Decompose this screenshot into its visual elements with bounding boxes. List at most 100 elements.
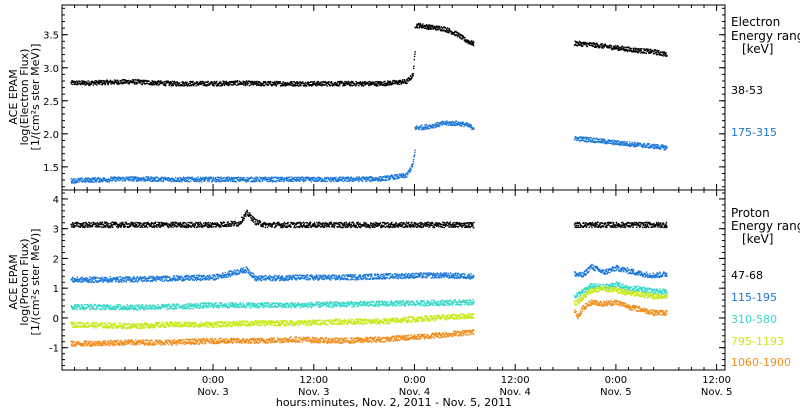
electron-point <box>126 80 128 83</box>
electron-point <box>310 81 312 83</box>
proton-point <box>199 225 202 227</box>
electron-point <box>263 176 266 179</box>
electron-point <box>317 176 319 179</box>
proton-point <box>255 219 257 221</box>
electron-point <box>315 83 317 85</box>
electron-point <box>99 83 101 85</box>
electron-point <box>404 174 407 176</box>
electron-point <box>439 26 441 28</box>
proton-point <box>234 220 236 223</box>
electron-point <box>429 26 431 29</box>
proton-point <box>440 225 442 228</box>
electron-point <box>408 169 411 171</box>
electron-point <box>302 176 304 179</box>
electron-point <box>434 124 436 127</box>
proton-point <box>381 224 383 227</box>
electron-point <box>419 22 421 25</box>
electron-point <box>101 179 103 182</box>
electron-point <box>103 177 106 179</box>
proton-point <box>344 224 347 226</box>
proton-point <box>432 225 434 227</box>
electron-point <box>129 178 132 180</box>
proton-point <box>405 223 407 226</box>
proton-point <box>247 211 249 214</box>
proton-point <box>154 225 156 227</box>
electron-point <box>654 143 656 146</box>
electron-point <box>444 122 446 125</box>
electron-point <box>281 85 283 87</box>
proton-point <box>413 225 415 228</box>
electron-point <box>303 82 305 85</box>
proton-point <box>277 223 279 226</box>
electron-point <box>624 50 626 52</box>
electron-point <box>198 179 201 181</box>
proton-ytick-label: 4 <box>53 195 59 206</box>
proton-point <box>184 226 186 228</box>
electron-point <box>358 180 360 183</box>
proton-point <box>104 222 106 224</box>
electron-point <box>380 178 382 181</box>
electron-point <box>328 81 330 83</box>
electron-point <box>630 49 632 52</box>
proton-point <box>302 225 304 228</box>
electron-point <box>471 41 474 44</box>
proton-point <box>132 225 134 227</box>
electron-point <box>435 126 438 128</box>
proton-point <box>230 225 233 227</box>
electron-point <box>335 84 338 87</box>
electron-point <box>203 178 205 180</box>
electron-point <box>618 143 620 145</box>
electron-point <box>282 178 284 180</box>
electron-point <box>585 140 587 143</box>
electron-point <box>213 83 215 85</box>
electron-point <box>418 24 420 26</box>
proton-point <box>319 222 321 225</box>
proton-point <box>456 223 458 225</box>
proton-point <box>427 221 430 223</box>
electron-point <box>465 41 467 43</box>
electron-point <box>431 127 434 129</box>
electron-point <box>659 52 661 54</box>
proton-point <box>327 223 329 226</box>
electron-point <box>186 85 189 87</box>
electron-point <box>332 177 334 179</box>
electron-point <box>255 180 257 182</box>
electron-point <box>227 180 229 182</box>
electron-point <box>423 127 426 129</box>
proton-point <box>342 226 344 229</box>
electron-point <box>199 176 202 179</box>
proton-point <box>151 222 154 225</box>
proton-point <box>81 223 84 226</box>
electron-point <box>119 176 121 179</box>
electron-point <box>368 81 370 83</box>
electron-point <box>344 84 346 86</box>
proton-point <box>350 226 353 228</box>
electron-point <box>224 179 226 182</box>
proton-point <box>404 222 406 225</box>
proton-point <box>264 226 266 229</box>
proton-point <box>314 224 317 226</box>
electron-point <box>284 82 287 84</box>
proton-point <box>184 225 187 227</box>
electron-point <box>246 81 248 83</box>
electron-point <box>295 84 298 86</box>
electron-point <box>426 128 428 130</box>
proton-point <box>71 225 73 227</box>
proton-point <box>441 226 444 228</box>
proton-point <box>153 223 155 225</box>
electron-point <box>286 180 288 182</box>
electron-point <box>219 180 222 183</box>
electron-point <box>310 178 312 181</box>
electron-point <box>243 84 245 86</box>
electron-point <box>269 81 271 84</box>
electron-point <box>602 45 604 47</box>
electron-point <box>71 81 74 83</box>
proton-point <box>120 224 122 226</box>
electron-point <box>595 45 598 47</box>
electron-ytick-label: 2.5 <box>43 97 59 108</box>
proton-point <box>113 222 115 224</box>
electron-point <box>413 59 415 61</box>
electron-point <box>619 144 621 146</box>
electron-point <box>155 176 158 178</box>
